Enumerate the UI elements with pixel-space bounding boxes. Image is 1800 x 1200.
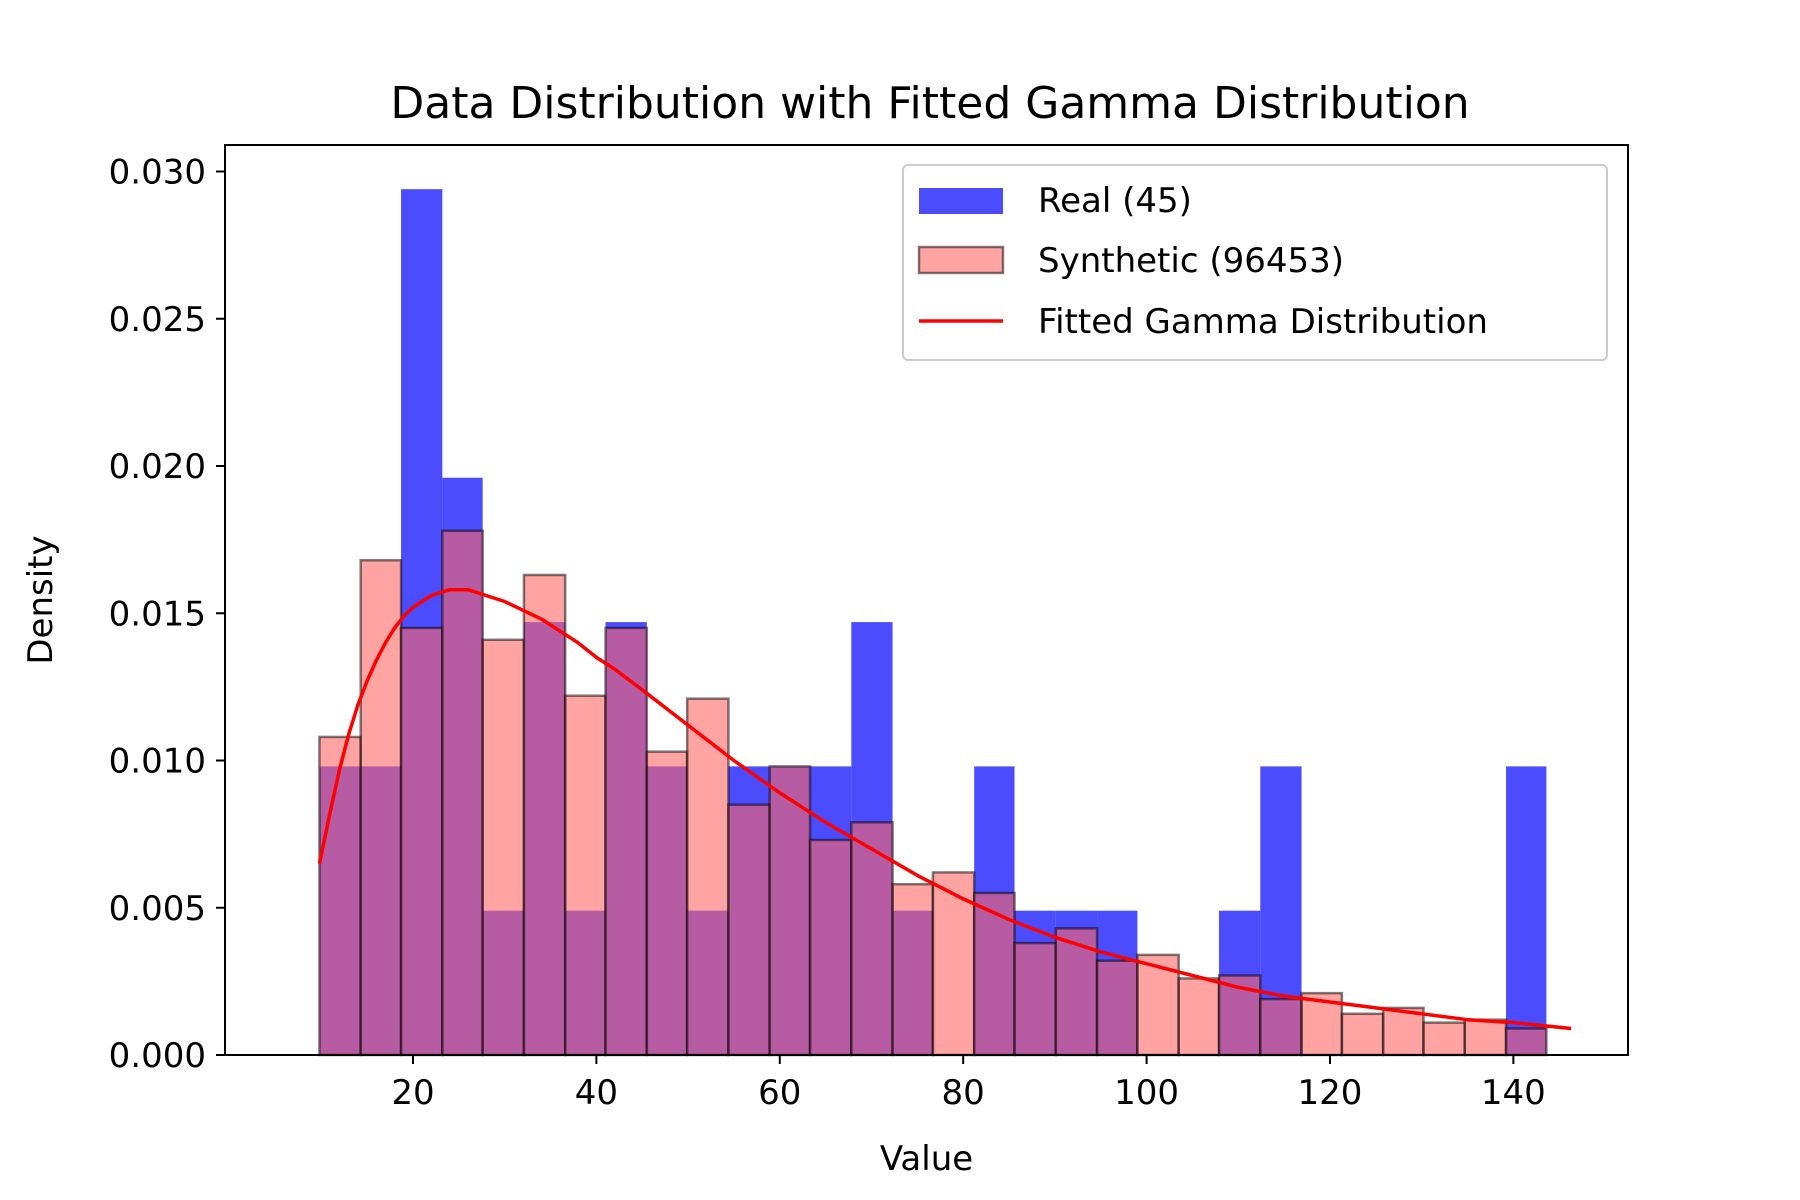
chart-title: Data Distribution with Fitted Gamma Dist… xyxy=(390,78,1469,129)
x-tick-label: 80 xyxy=(942,1073,985,1113)
synthetic-bar xyxy=(808,838,853,1057)
synthetic-bar xyxy=(441,529,484,1057)
y-tick-label: 0.005 xyxy=(109,889,206,929)
synthetic-bar xyxy=(768,765,812,1057)
legend-swatch-synthetic xyxy=(917,245,1005,275)
synthetic-bar xyxy=(1259,997,1303,1057)
y-axis: 0.000 0.005 0.010 0.015 0.020 0.025 0.030 xyxy=(109,153,225,1076)
synthetic-bar xyxy=(1504,1027,1548,1057)
synthetic-bar xyxy=(1177,977,1221,1057)
synthetic-bar xyxy=(481,638,526,1057)
plot-area xyxy=(317,189,1572,1057)
x-tick-label: 20 xyxy=(391,1073,434,1113)
synthetic-bar xyxy=(645,750,689,1057)
x-axis-label: Value xyxy=(880,1139,973,1179)
synthetic-bar xyxy=(318,735,362,1057)
y-tick-label: 0.020 xyxy=(109,447,206,487)
y-tick-label: 0.025 xyxy=(109,300,206,340)
legend-label-gamma: Fitted Gamma Distribution xyxy=(1038,302,1488,342)
synthetic-bar xyxy=(1422,1021,1467,1057)
x-tick-label: 40 xyxy=(575,1073,618,1113)
synthetic-bar xyxy=(685,697,730,1057)
x-tick-label: 140 xyxy=(1481,1073,1546,1113)
legend-label-real: Real (45) xyxy=(1038,181,1192,221)
x-axis: 20 40 60 80 100 120 140 xyxy=(391,1055,1546,1113)
y-tick-label: 0.000 xyxy=(109,1036,206,1076)
synthetic-bar xyxy=(359,558,403,1057)
x-tick-label: 100 xyxy=(1114,1073,1179,1113)
legend-box xyxy=(902,164,1608,361)
synthetic-bar xyxy=(1340,1012,1385,1057)
synthetic-bar xyxy=(1463,1018,1508,1057)
legend: Real (45) Synthetic (96453) Fitted Gamma… xyxy=(902,164,1608,361)
x-tick-label: 120 xyxy=(1298,1073,1363,1113)
plot-frame xyxy=(224,144,1629,1056)
fitted-gamma-line xyxy=(317,587,1572,1031)
synthetic-histogram xyxy=(318,529,1548,1057)
synthetic-bar xyxy=(522,573,567,1057)
y-tick-label: 0.015 xyxy=(109,594,206,634)
synthetic-bar xyxy=(727,803,771,1057)
synthetic-bar xyxy=(1013,941,1058,1057)
y-tick-label: 0.030 xyxy=(109,153,206,193)
x-tick-label: 60 xyxy=(758,1073,801,1113)
legend-swatch-real xyxy=(919,188,1003,214)
legend-label-synthetic: Synthetic (96453) xyxy=(1038,241,1344,281)
synthetic-bar xyxy=(604,626,649,1057)
synthetic-bar xyxy=(563,694,607,1057)
real-bar xyxy=(1506,766,1547,1055)
synthetic-bar xyxy=(399,626,444,1057)
y-tick-label: 0.010 xyxy=(109,742,206,782)
synthetic-bar xyxy=(891,882,935,1057)
synthetic-bar xyxy=(1095,959,1139,1057)
synthetic-bar xyxy=(972,891,1016,1057)
y-axis-label: Density xyxy=(21,535,61,664)
